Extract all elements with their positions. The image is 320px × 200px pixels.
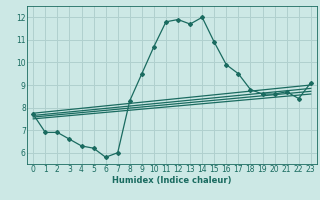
X-axis label: Humidex (Indice chaleur): Humidex (Indice chaleur) [112, 176, 232, 185]
